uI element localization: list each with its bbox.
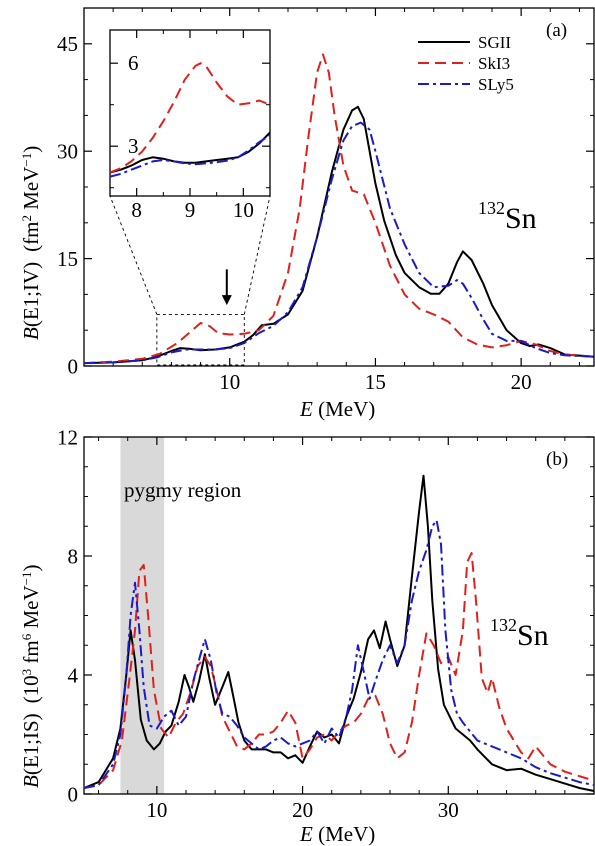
legend-label-sly5: SLy5 xyxy=(478,75,514,94)
pygmy-region-label: pygmy region xyxy=(124,478,242,502)
panel-b-series-sly5 xyxy=(83,519,595,789)
panel-b-ticks: 10 20 30 0 4 8 12 xyxy=(57,425,595,822)
inset-x-tick-label: 8 xyxy=(131,198,142,222)
legend-label-ski3: SkI3 xyxy=(478,54,510,73)
inset-series-ski3 xyxy=(109,62,271,174)
panel-b-series xyxy=(83,474,595,792)
panel-b-y-axis-title: B(E1;IS) (103 fm6 MeV−1) xyxy=(19,565,44,789)
panel-a-ticks: 10 15 20 0 15 30 45 xyxy=(57,7,594,394)
panel-a-x-axis-title-unit: (MeV) xyxy=(313,397,375,421)
panel-a-x-tick-label: 10 xyxy=(219,370,240,394)
panel-a-y-tick-label: 45 xyxy=(57,32,78,56)
panel-a-x-axis-title-symbol: E xyxy=(299,397,313,421)
panel-a-y-axis-title: B(E1;IV) (fm2 MeV−1) xyxy=(19,146,44,340)
panel-a-nucleus-label: 132Sn xyxy=(478,198,537,235)
panel-a-y-axis-title-b: B xyxy=(19,327,43,340)
panel-b-y-axis-title-unit-mid2: MeV xyxy=(19,585,43,633)
panel-a-series-sly5 xyxy=(83,121,595,365)
panel-b-nucleus-label: 132Sn xyxy=(490,615,549,652)
inset-x-tick-label: 10 xyxy=(233,198,254,222)
panel-a-y-tick-label: 30 xyxy=(57,140,78,164)
panel-a-arrow xyxy=(221,269,232,306)
inset-y-tick-label: 3 xyxy=(128,134,139,158)
panel-a-y-axis-title-unit-exp1: 2 xyxy=(19,215,34,222)
panel-a-y-axis-title-unit-mid: MeV xyxy=(19,167,43,215)
panel-a-series xyxy=(83,53,595,365)
panel-b-label: (b) xyxy=(546,449,568,470)
inset-ticks: 8 9 10 3 6 xyxy=(109,30,271,222)
panel-b-y-axis-title-unit-exp3: −1 xyxy=(19,572,34,586)
panel-a-label: (a) xyxy=(546,20,567,41)
panel-b: 10 20 30 0 4 8 12 pygmy region (b) 132Sn E (Me… xyxy=(19,425,595,846)
panel-b-y-axis-title-e1: (E1;IS) xyxy=(19,713,43,775)
panel-a-nucleus-mass: 132 xyxy=(478,198,505,218)
panel-b-nucleus-symbol: Sn xyxy=(517,619,549,652)
panel-a-y-axis-title-unit-suffix: ) xyxy=(19,146,43,153)
panel-a-y-tick-label: 15 xyxy=(57,247,78,271)
panel-b-y-axis-title-unit-prefix: (10 xyxy=(19,675,43,703)
panel-b-x-tick-label: 30 xyxy=(438,798,459,822)
inset-y-tick-label: 6 xyxy=(128,51,139,75)
panel-b-series-ski3 xyxy=(83,552,595,789)
panel-b-y-axis-title-b: B xyxy=(19,775,43,788)
panel-b-y-tick-label: 4 xyxy=(68,663,79,687)
panel-b-y-axis-title-unit-exp2: 6 xyxy=(19,633,34,640)
legend-label-sgii: SGII xyxy=(478,33,511,52)
panel-a-series-ski3 xyxy=(83,53,595,365)
panel-a-x-axis-title: E (MeV) xyxy=(299,397,375,421)
arrow-head xyxy=(221,295,232,306)
panel-b-x-axis-title: E (MeV) xyxy=(299,822,375,846)
panel-b-x-tick-label: 20 xyxy=(292,798,313,822)
panel-a-nucleus-symbol: Sn xyxy=(505,202,537,235)
panel-a-zoom-guides xyxy=(109,195,271,366)
panel-b-nucleus-mass: 132 xyxy=(490,615,517,635)
panel-b-y-tick-label: 0 xyxy=(68,782,79,806)
zoom-box xyxy=(156,313,245,366)
panel-b-x-axis-title-unit: (MeV) xyxy=(313,822,375,846)
inset-series-sly5 xyxy=(109,134,271,178)
panel-b-y-axis-title-unit-suffix: ) xyxy=(19,565,43,572)
panel-a-y-axis-title-unit-exp2: −1 xyxy=(19,153,34,167)
pygmy-region-band xyxy=(120,437,165,794)
panel-a-x-tick-label: 20 xyxy=(511,370,532,394)
panel-b-x-axis-title-symbol: E xyxy=(299,822,313,846)
panel-b-series-sgii xyxy=(83,474,595,792)
panel-b-y-tick-label: 8 xyxy=(68,544,79,568)
panel-a-x-tick-label: 15 xyxy=(365,370,386,394)
panel-a-y-axis-title-unit-prefix: (fm xyxy=(19,222,43,252)
inset-series xyxy=(109,62,271,178)
panel-b-x-tick-label: 10 xyxy=(146,798,167,822)
panel-b-y-axis-title-unit-exp1: 3 xyxy=(19,669,34,676)
inset-x-tick-label: 9 xyxy=(185,198,196,222)
zoom-guide-right xyxy=(243,195,271,315)
panel-a-y-axis-title-e1: (E1;IV) xyxy=(19,262,43,327)
panel-a-inset: 8 9 10 3 6 xyxy=(109,29,271,222)
panel-a-legend: SGII SkI3 SLy5 xyxy=(418,33,514,94)
panel-b-y-axis-title-unit-mid: fm xyxy=(19,640,43,669)
panel-b-y-tick-label: 12 xyxy=(57,425,78,449)
panel-a: 10 15 20 0 15 30 45 (a) 132Sn SGII SkI3 SLy5 E (… xyxy=(19,7,595,421)
panel-a-y-tick-label: 0 xyxy=(68,354,79,378)
